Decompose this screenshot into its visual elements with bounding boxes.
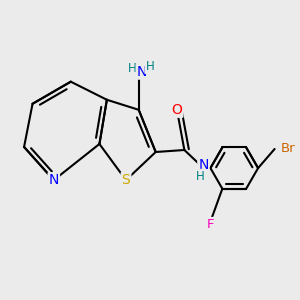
Text: H: H: [196, 170, 205, 183]
Text: H: H: [146, 60, 154, 73]
Text: N: N: [49, 173, 59, 187]
Text: H: H: [128, 62, 136, 75]
Text: N: N: [137, 64, 147, 79]
Text: O: O: [172, 103, 182, 117]
Text: S: S: [122, 173, 130, 187]
Text: Br: Br: [280, 142, 295, 155]
Text: F: F: [207, 218, 215, 231]
Text: N: N: [198, 158, 209, 172]
